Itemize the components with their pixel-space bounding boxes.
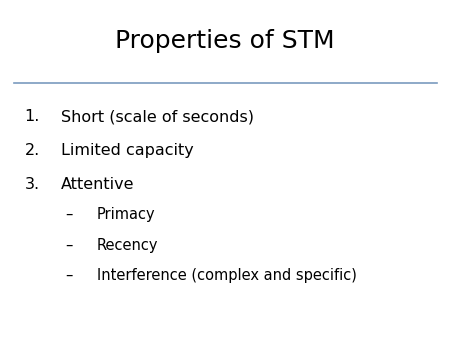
- Text: Attentive: Attentive: [61, 177, 134, 192]
- Text: 3.: 3.: [25, 177, 40, 192]
- Text: Short (scale of seconds): Short (scale of seconds): [61, 109, 254, 124]
- Text: –: –: [65, 207, 72, 222]
- Text: –: –: [65, 268, 72, 283]
- Text: Properties of STM: Properties of STM: [115, 28, 335, 53]
- Text: Interference (complex and specific): Interference (complex and specific): [97, 268, 356, 283]
- Text: 1.: 1.: [25, 109, 40, 124]
- Text: 2.: 2.: [25, 143, 40, 158]
- Text: –: –: [65, 238, 72, 252]
- Text: Recency: Recency: [97, 238, 158, 252]
- Text: Primacy: Primacy: [97, 207, 155, 222]
- Text: Limited capacity: Limited capacity: [61, 143, 194, 158]
